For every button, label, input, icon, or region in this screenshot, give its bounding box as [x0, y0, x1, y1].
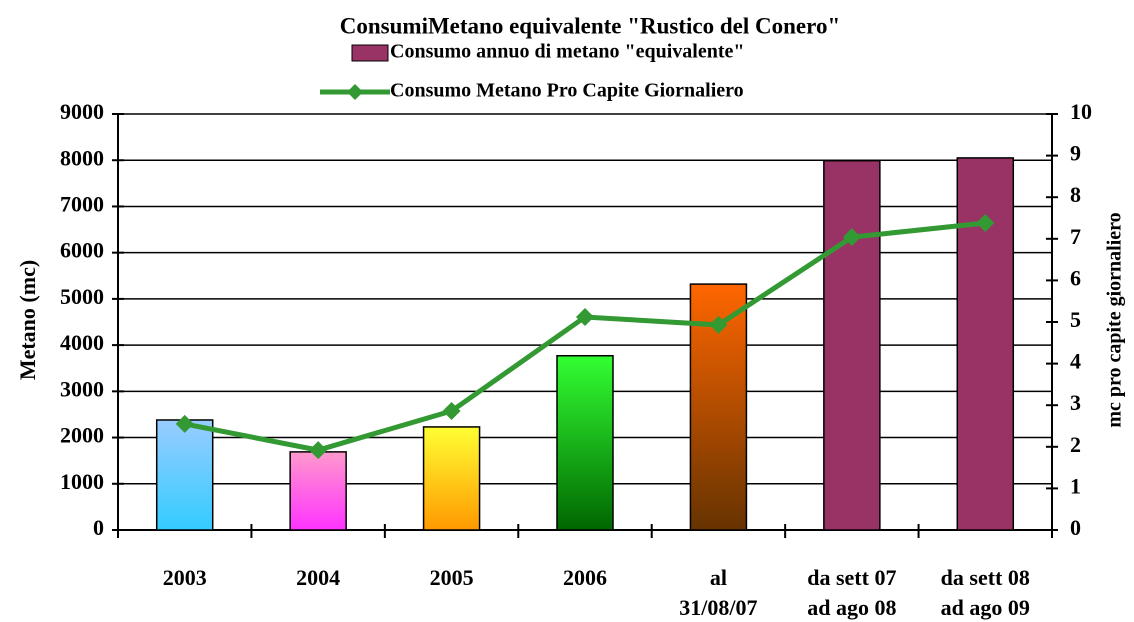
y-tick-label: 6000 — [60, 238, 104, 263]
y-axis-label: Metano (mc) — [15, 260, 40, 380]
y-tick-label: 5000 — [60, 284, 104, 309]
line-marker — [309, 441, 328, 460]
line-marker — [976, 213, 995, 232]
y2-tick-label: 0 — [1070, 515, 1081, 540]
y2-tick-label: 5 — [1070, 307, 1081, 332]
x-tick-label: 2004 — [296, 565, 340, 590]
y2-tick-label: 9 — [1070, 141, 1081, 166]
x-tick-label: 2006 — [563, 565, 607, 590]
x-tick-label: da sett 08 ad ago 09 — [941, 565, 1030, 620]
line-marker — [576, 308, 594, 327]
legend-label: Consumo annuo di metano "equivalente" — [390, 41, 744, 63]
line-marker — [842, 228, 861, 247]
bar — [823, 159, 881, 531]
x-tick-label: 2003 — [163, 565, 207, 590]
chart-title: ConsumiMetano equivalente "Rustico del C… — [340, 13, 840, 38]
legend-label: Consumo Metano Pro Capite Giornaliero — [390, 80, 744, 102]
bar — [956, 157, 1015, 531]
x-tick-label: al 31/08/07 — [679, 565, 757, 620]
y2-axis-label: mc pro capite giornaliero — [1104, 212, 1126, 427]
bar — [289, 451, 347, 531]
x-tick-label: da sett 07 ad ago 08 — [807, 565, 896, 620]
y2-tick-label: 2 — [1070, 432, 1081, 457]
y-tick-label: 7000 — [60, 191, 104, 216]
bar — [155, 419, 214, 531]
legend-swatch — [351, 44, 389, 62]
bar — [556, 354, 614, 531]
line-marker — [442, 402, 461, 421]
line-marker — [709, 315, 728, 334]
y-tick-label: 0 — [93, 515, 104, 540]
bar — [422, 426, 481, 531]
x-tick-label: 2005 — [430, 565, 474, 590]
y2-tick-label: 4 — [1070, 349, 1081, 374]
y2-tick-label: 1 — [1070, 473, 1081, 498]
legend-marker — [347, 84, 363, 100]
line-marker — [175, 414, 194, 433]
y-tick-label: 1000 — [60, 469, 104, 494]
y2-tick-label: 3 — [1070, 390, 1081, 415]
y-tick-label: 4000 — [60, 330, 104, 355]
y2-tick-label: 7 — [1070, 224, 1081, 249]
y-tick-label: 8000 — [60, 145, 104, 170]
y2-tick-label: 8 — [1070, 182, 1081, 207]
y2-tick-label: 10 — [1070, 99, 1092, 124]
y-tick-label: 3000 — [60, 376, 104, 401]
y2-tick-label: 6 — [1070, 265, 1081, 290]
y-tick-label: 9000 — [60, 99, 104, 124]
y-tick-label: 2000 — [60, 423, 104, 448]
